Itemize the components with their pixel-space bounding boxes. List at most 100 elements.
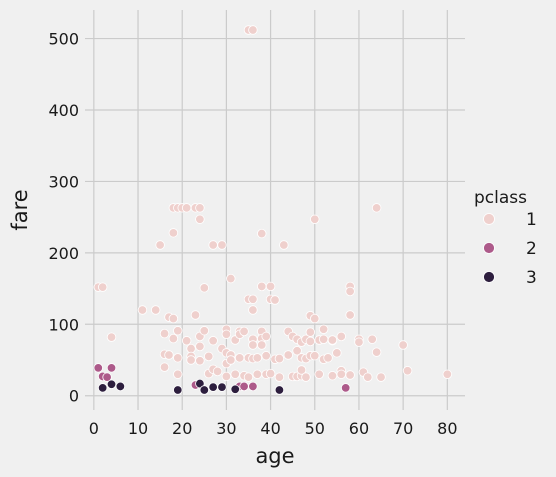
x-tick-label: 40 (260, 419, 280, 438)
scatter-point-class-3 (173, 385, 183, 395)
x-tick-label: 50 (305, 419, 325, 438)
scatter-point-class-1 (345, 370, 355, 380)
scatter-point-class-1 (332, 348, 342, 358)
scatter-point-class-1 (181, 203, 192, 213)
scatter-point-class-1 (398, 340, 408, 350)
scatter-point-class-1 (279, 240, 289, 250)
scatter-point-class-1 (252, 369, 263, 379)
scatter-point-class-1 (345, 310, 355, 320)
scatter-point-class-1 (168, 313, 179, 324)
legend-title: pclass (474, 188, 527, 208)
scatter-point-class-3 (274, 385, 285, 395)
scatter-point-class-1 (97, 282, 108, 292)
scatter-point-class-1 (159, 362, 170, 372)
x-tick-label: 80 (437, 419, 457, 438)
scatter-point-class-1 (318, 334, 329, 344)
scatter-point-class-1 (168, 228, 179, 238)
scatter-point-class-1 (305, 327, 316, 337)
scatter-point-class-1 (248, 294, 258, 304)
scatter-point-class-1 (181, 336, 192, 346)
scatter-point-class-1 (217, 240, 227, 250)
scatter-point-class-1 (234, 353, 245, 363)
scatter-point-class-3 (115, 381, 126, 392)
y-tick-label: 100 (48, 315, 79, 334)
x-tick-labels: 0 10 20 30 40 50 60 70 80 (89, 419, 458, 438)
scatter-point-class-1 (173, 353, 183, 363)
scatter-point-class-1 (296, 365, 307, 375)
scatter-point-class-3 (195, 378, 205, 389)
scatter-point-class-3 (208, 382, 218, 392)
scatter-point-class-1 (155, 240, 165, 250)
scatter-point-class-2 (93, 363, 103, 373)
scatter-point-class-1 (371, 347, 382, 357)
scatter-point-class-1 (208, 240, 218, 250)
scatter-point-class-1 (221, 371, 232, 382)
legend-marker-1 (483, 213, 495, 225)
scatter-point-class-1 (212, 366, 223, 377)
scatter-point-class-1 (195, 214, 205, 224)
scatter-point-class-1 (270, 295, 280, 305)
scatter-point-class-1 (248, 305, 258, 315)
scatter-point-class-1 (150, 305, 161, 315)
scatter-point-class-1 (265, 281, 276, 292)
scatter-point-class-1 (274, 372, 285, 382)
legend-label-1: 1 (526, 210, 537, 230)
y-tick-label: 300 (48, 172, 79, 191)
scatter-point-class-1 (186, 343, 196, 354)
legend-label-3: 3 (526, 268, 537, 288)
scatter-point-class-1 (173, 326, 183, 336)
scatter-point-class-2 (239, 381, 249, 392)
scatter-point-class-1 (195, 341, 205, 352)
y-tick-labels: 0 100 200 300 400 500 (48, 30, 79, 406)
scatter-point-class-1 (274, 353, 285, 364)
x-tick-label: 10 (128, 419, 148, 438)
scatter-point-class-1 (345, 286, 355, 297)
scatter-point-class-1 (243, 372, 254, 382)
legend-marker-2 (483, 242, 495, 254)
scatter-point-class-1 (199, 283, 210, 293)
scatter-point-class-1 (318, 324, 329, 334)
legend-marker-3 (483, 271, 495, 283)
legend: pclass 1 2 3 (474, 188, 537, 288)
scatter-point-class-3 (217, 382, 227, 392)
y-tick-label: 0 (69, 387, 79, 406)
scatter-point-class-1 (164, 350, 174, 360)
scatter-point-class-1 (252, 353, 263, 363)
scatter-point-class-1 (336, 369, 346, 379)
scatter-point-class-1 (248, 340, 258, 350)
scatter-point-class-1 (137, 305, 148, 315)
y-tick-label: 400 (48, 101, 79, 120)
scatter-point-class-1 (221, 329, 232, 339)
scatter-point-class-1 (292, 346, 302, 356)
data-points (93, 25, 453, 395)
y-tick-label: 200 (48, 244, 79, 263)
x-tick-label: 20 (172, 419, 192, 438)
scatter-point-class-2 (340, 383, 351, 393)
x-tick-label: 30 (216, 419, 236, 438)
scatter-point-class-1 (226, 273, 236, 284)
scatter-point-class-1 (248, 25, 258, 35)
scatter-point-class-1 (257, 281, 267, 292)
scatter-point-class-1 (371, 203, 382, 213)
scatter-point-class-1 (199, 326, 210, 336)
scatter-point-class-1 (106, 332, 117, 342)
scatter-point-class-1 (204, 351, 214, 362)
scatter-point-class-1 (195, 356, 205, 366)
scatter-point-class-1 (310, 214, 320, 224)
scatter-point-class-1 (173, 369, 183, 379)
scatter-point-class-3 (97, 383, 108, 393)
legend-label-2: 2 (526, 239, 537, 259)
scatter-point-class-1 (208, 336, 218, 346)
scatter-point-class-1 (265, 368, 276, 379)
scatter-point-class-1 (323, 353, 333, 363)
scatter-point-class-1 (190, 310, 201, 320)
scatter-point-class-2 (102, 372, 112, 382)
scatter-point-class-3 (199, 385, 210, 395)
scatter-point-class-1 (354, 337, 364, 347)
grid-lines (85, 10, 465, 410)
x-tick-label: 60 (349, 419, 369, 438)
scatter-point-class-1 (363, 372, 373, 382)
scatter-point-class-1 (402, 366, 413, 376)
scatter-point-class-1 (239, 326, 249, 337)
scatter-point-class-3 (106, 379, 117, 389)
